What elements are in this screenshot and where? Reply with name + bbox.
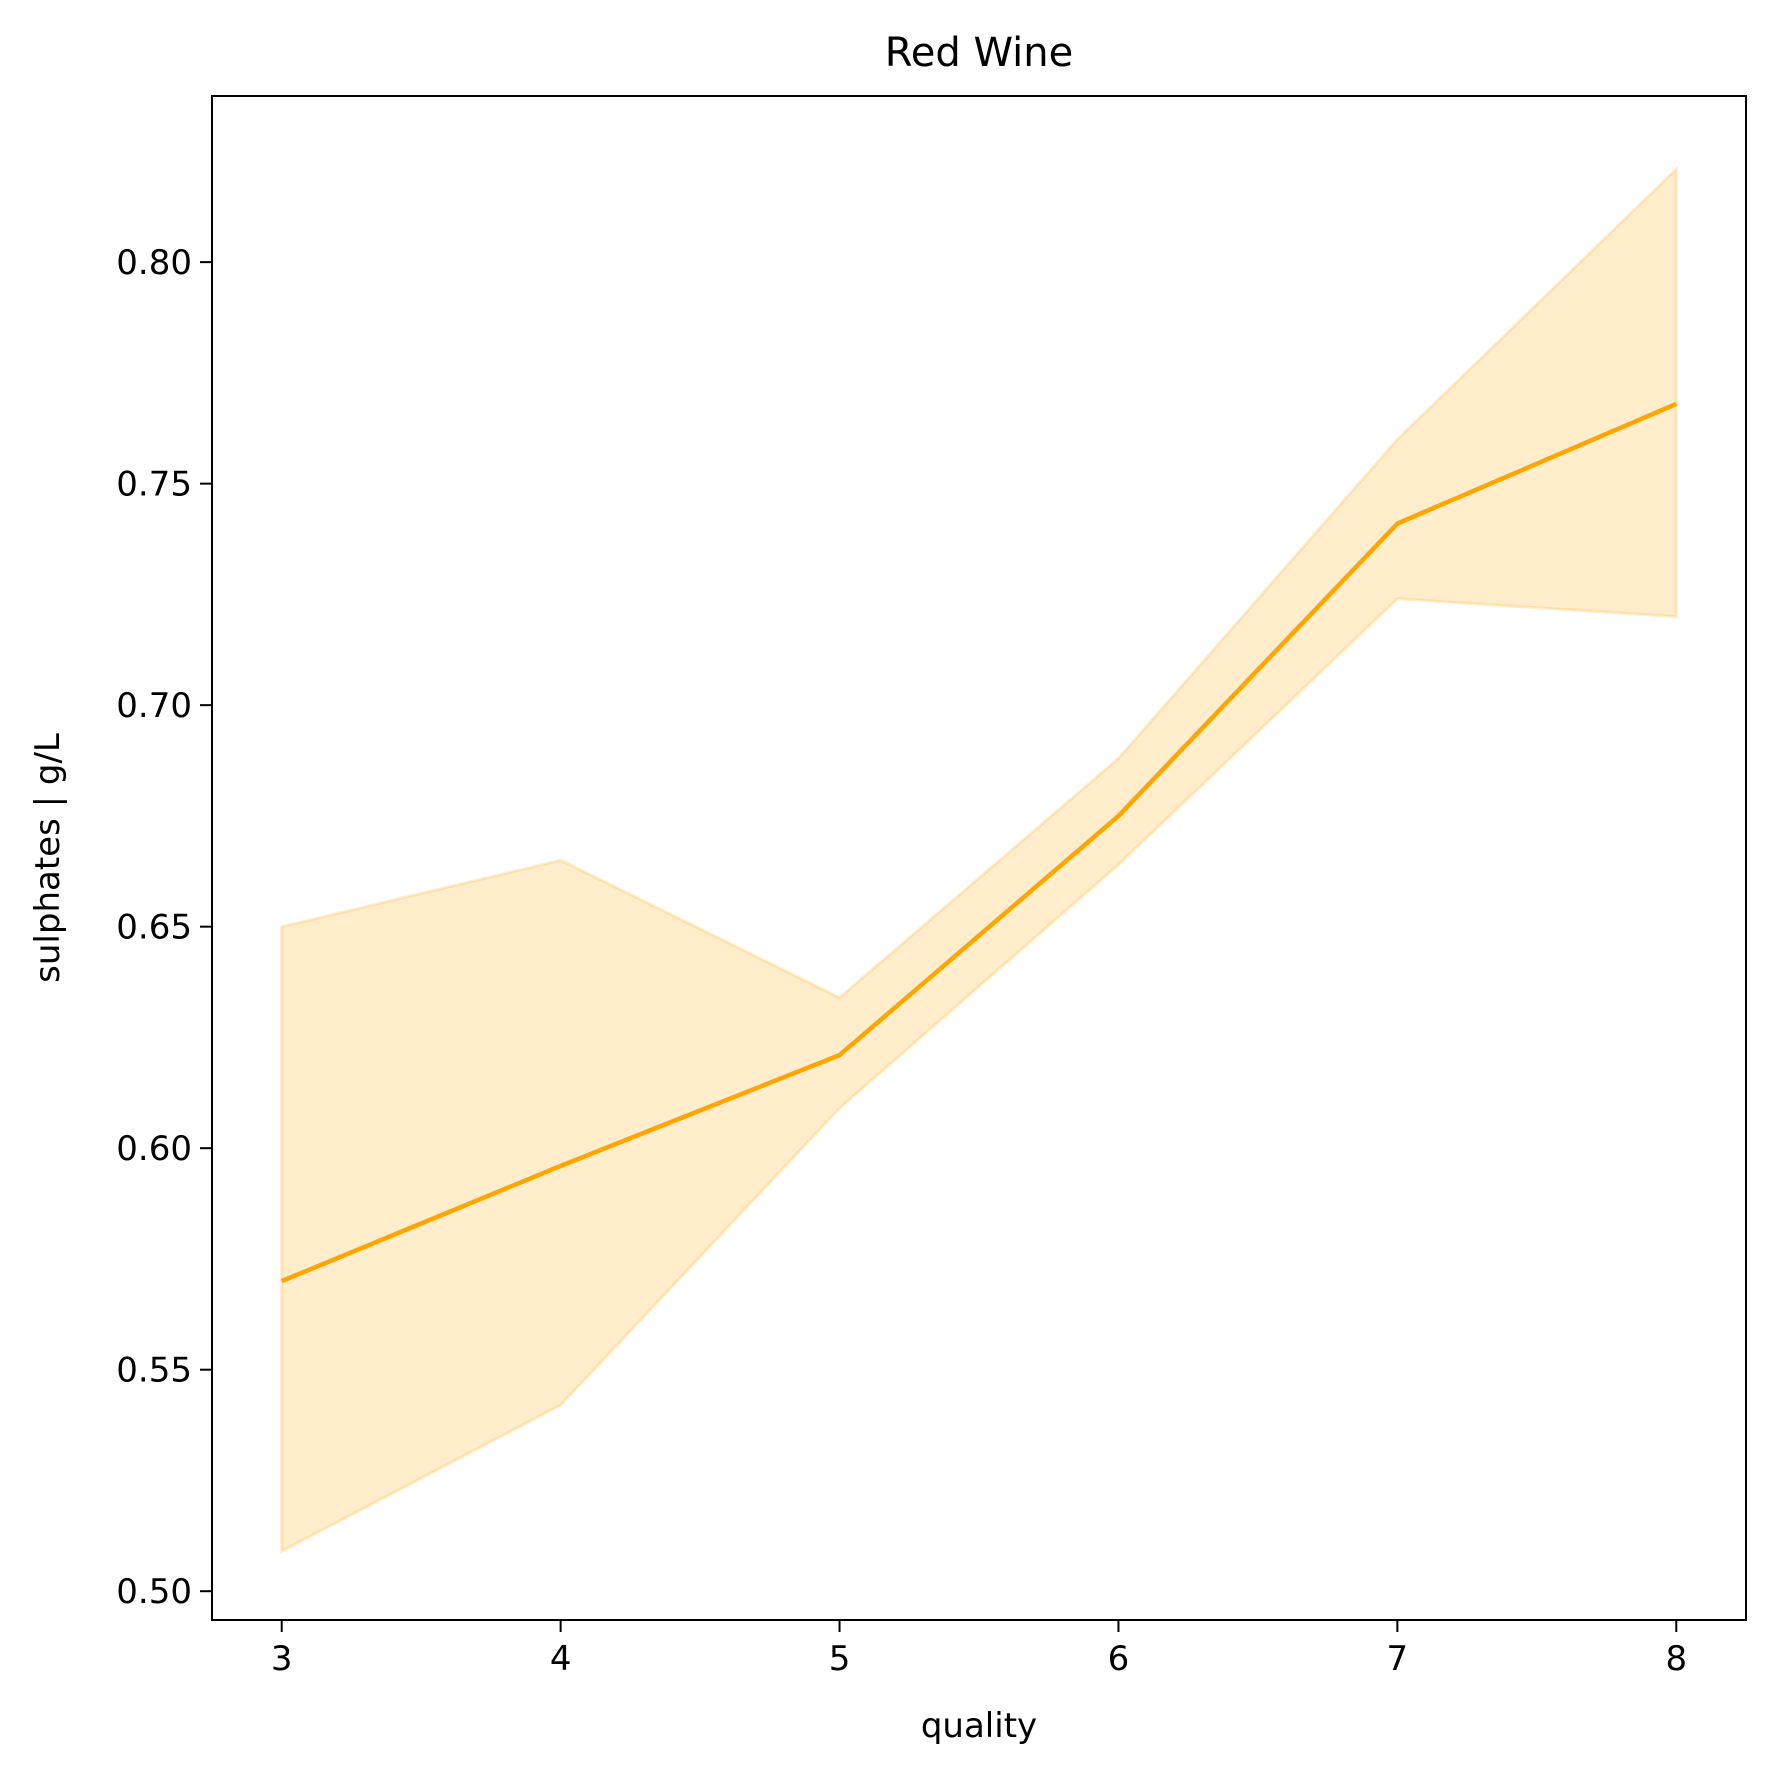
series-line (280, 401, 1678, 1284)
axes-frame (211, 95, 1747, 1621)
y-tick-label: 0.65 (116, 908, 192, 948)
x-tick-label: 8 (1665, 1639, 1687, 1679)
x-tick-label: 3 (271, 1639, 293, 1679)
x-axis-label: quality (921, 1706, 1037, 1746)
x-tick-label: 5 (829, 1639, 851, 1679)
plot-area (280, 165, 1678, 1554)
y-tick-label: 0.70 (116, 686, 192, 726)
y-axis-label: sulphates | g/L (28, 733, 68, 983)
y-tick-label: 0.60 (116, 1129, 192, 1169)
y-tick-label: 0.75 (116, 465, 192, 505)
x-tick-label: 7 (1387, 1639, 1409, 1679)
y-tick-label: 0.55 (116, 1351, 192, 1391)
x-axis-ticks: 3 4 5 6 7 8 (271, 1620, 1687, 1679)
x-tick-label: 4 (550, 1639, 572, 1679)
x-tick-label: 6 (1108, 1639, 1130, 1679)
confidence-band (280, 165, 1678, 1554)
chart-title: Red Wine (885, 30, 1073, 76)
y-axis-ticks: 0.50 0.55 0.60 0.65 0.70 0.75 0.80 (116, 243, 212, 1612)
y-tick-label: 0.80 (116, 243, 192, 283)
y-tick-label: 0.50 (116, 1572, 192, 1612)
